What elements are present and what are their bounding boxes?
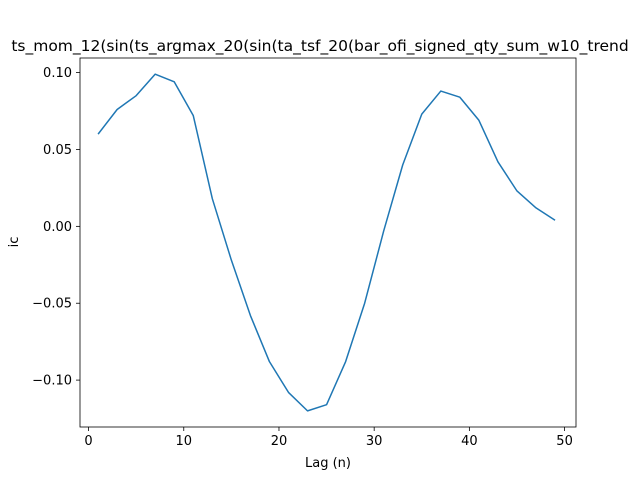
x-tick-label: 20 [271, 434, 288, 449]
y-tick-label: 0.10 [43, 66, 72, 81]
x-tick-label: 0 [84, 434, 92, 449]
x-axis-label: Lag (n) [305, 456, 351, 471]
x-tick-label: 10 [175, 434, 192, 449]
y-axis-label: ic [7, 237, 22, 248]
x-tick-label: 50 [556, 434, 573, 449]
y-tick-label: −0.05 [32, 297, 72, 312]
y-tick-label: 0.00 [43, 220, 72, 235]
y-tick-label: 0.05 [43, 143, 72, 158]
y-tick-label: −0.10 [32, 374, 72, 389]
chart-title: ts_mom_12(sin(ts_argmax_20(sin(ta_tsf_20… [11, 37, 628, 56]
x-tick-label: 30 [366, 434, 383, 449]
x-tick-label: 40 [461, 434, 478, 449]
